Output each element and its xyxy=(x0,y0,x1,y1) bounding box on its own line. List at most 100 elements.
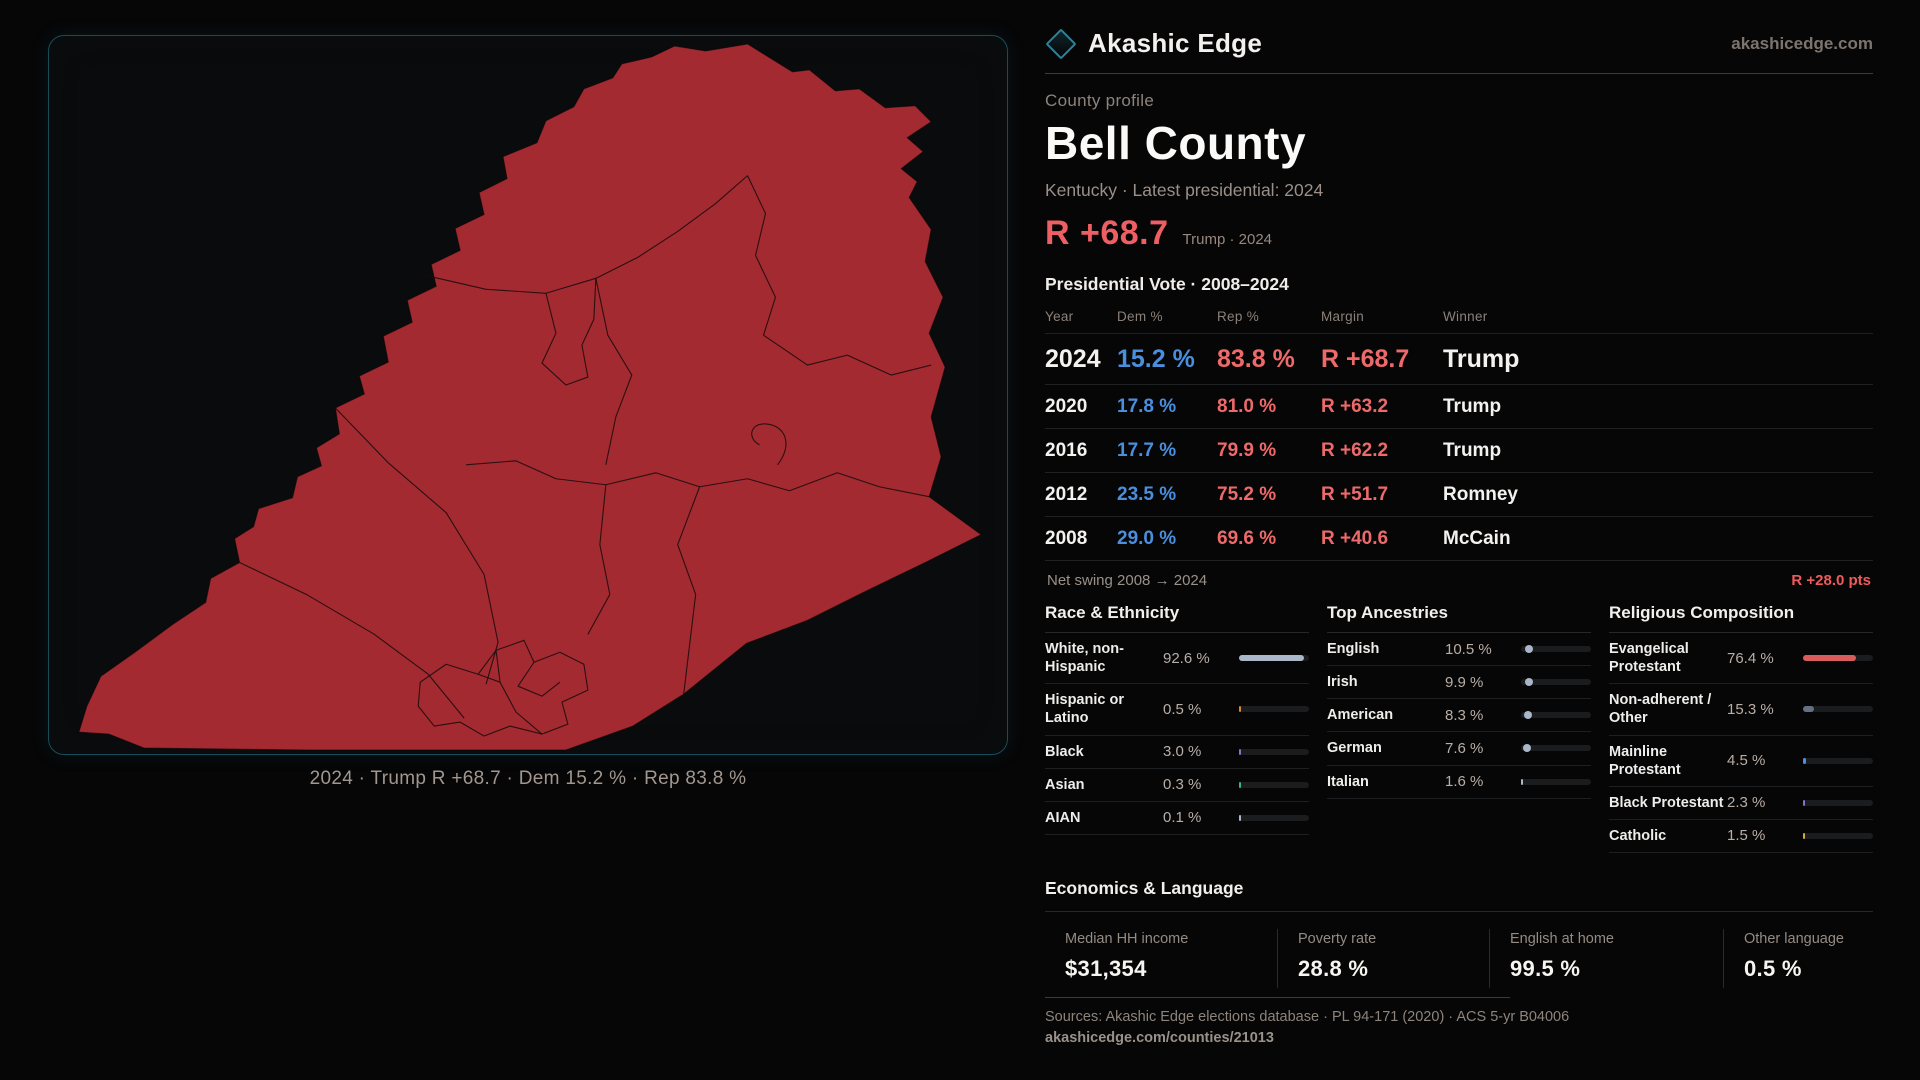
col-winner: Winner xyxy=(1443,309,1488,324)
cell-dem: 17.8 % xyxy=(1117,395,1177,417)
religion-label: Non-adherent / Other xyxy=(1609,692,1712,727)
race-meter xyxy=(1239,748,1309,755)
religion-meter xyxy=(1803,655,1873,662)
race-column: Race & Ethnicity White, non-Hispanic 92.… xyxy=(1045,603,1309,853)
ancestry-label: Irish xyxy=(1327,674,1358,691)
table-row: 2024 15.2 % 83.8 % R +68.7 Trump xyxy=(1045,334,1873,385)
county-map xyxy=(78,43,983,751)
ancestry-value: 10.5 % xyxy=(1445,640,1492,658)
permalink[interactable]: akashicedge.com/counties/21013 xyxy=(1045,1030,1274,1047)
cell-margin: R +51.7 xyxy=(1321,483,1389,505)
col-rep: Rep % xyxy=(1217,309,1260,324)
race-label: AIAN xyxy=(1045,809,1081,826)
cell-dem: 29.0 % xyxy=(1117,527,1177,549)
col-year: Year xyxy=(1045,309,1074,324)
cell-margin: R +40.6 xyxy=(1321,527,1389,549)
stat-label: Other language xyxy=(1744,931,1844,947)
list-item: Black Protestant 2.3 % xyxy=(1609,787,1873,820)
cell-rep: 69.6 % xyxy=(1217,527,1277,549)
cell-margin: R +68.7 xyxy=(1321,344,1410,373)
ancestry-label: German xyxy=(1327,740,1382,757)
cell-rep: 81.0 % xyxy=(1217,395,1277,417)
net-swing-row: Net swing 2008 → 2024 R +28.0 pts xyxy=(1045,561,1873,589)
race-value: 0.5 % xyxy=(1163,700,1202,718)
ancestry-value: 8.3 % xyxy=(1445,706,1484,724)
vote-table-title: Presidential Vote · 2008–2024 xyxy=(1045,274,1289,294)
vote-table: Year Dem % Rep % Margin Winner 2024 15.2… xyxy=(1045,307,1873,561)
stat-cell: English at home 99.5 % xyxy=(1489,929,1723,988)
religion-meter xyxy=(1803,799,1873,806)
headline-margin-row: R +68.7 Trump · 2024 xyxy=(1045,214,1873,253)
race-meter xyxy=(1239,814,1309,821)
race-label: Hispanic or Latino xyxy=(1045,692,1124,727)
stat-cell: Poverty rate 28.8 % xyxy=(1277,929,1489,988)
table-row: 2012 23.5 % 75.2 % R +51.7 Romney xyxy=(1045,473,1873,517)
list-item: Hispanic or Latino 0.5 % xyxy=(1045,684,1309,736)
list-item: Mainline Protestant 4.5 % xyxy=(1609,736,1873,787)
race-value: 3.0 % xyxy=(1163,743,1202,761)
ancestry-value: 1.6 % xyxy=(1445,773,1484,791)
list-item: German 7.6 % xyxy=(1327,732,1591,766)
list-item: Evangelical Protestant 76.4 % xyxy=(1609,633,1873,685)
diamond-logo-icon xyxy=(1045,27,1077,60)
sources-line: Sources: Akashic Edge elections database… xyxy=(1045,1009,1570,1025)
cell-margin: R +62.2 xyxy=(1321,439,1389,461)
race-label: Black xyxy=(1045,743,1084,760)
cell-year: 2012 xyxy=(1045,483,1088,505)
brand-title: Akashic Edge xyxy=(1088,28,1263,58)
religion-value: 2.3 % xyxy=(1727,794,1766,812)
page-title: Bell County xyxy=(1045,117,1307,169)
economics-stats: Median HH income $31,354 Poverty rate 28… xyxy=(1045,929,1873,988)
religion-label: Black Protestant xyxy=(1609,794,1724,811)
vote-table-header: Year Dem % Rep % Margin Winner xyxy=(1045,307,1873,334)
cell-winner: Romney xyxy=(1443,483,1518,505)
ancestry-label: Italian xyxy=(1327,773,1369,790)
religion-value: 15.3 % xyxy=(1727,700,1774,718)
religion-value: 4.5 % xyxy=(1727,752,1766,770)
list-item: Catholic 1.5 % xyxy=(1609,820,1873,853)
headline-margin-note: Trump · 2024 xyxy=(1182,231,1273,248)
cell-winner: Trump xyxy=(1443,344,1520,373)
stat-label: Median HH income xyxy=(1065,931,1189,947)
religion-meter xyxy=(1803,706,1873,713)
religion-value: 1.5 % xyxy=(1727,827,1766,845)
race-value: 0.3 % xyxy=(1163,776,1202,794)
cell-dem: 15.2 % xyxy=(1117,344,1195,373)
race-value: 0.1 % xyxy=(1163,809,1202,827)
religion-meter xyxy=(1803,832,1873,839)
kicker: County profile xyxy=(1045,91,1155,110)
brand-site-link[interactable]: akashicedge.com xyxy=(1731,33,1873,53)
ancestry-column: Top Ancestries English 10.5 % Irish 9.9 … xyxy=(1327,603,1591,853)
county-map-panel xyxy=(48,35,1008,755)
stat-value: 0.5 % xyxy=(1744,956,1802,981)
religion-label: Mainline Protestant xyxy=(1609,743,1681,778)
race-label: White, non-Hispanic xyxy=(1045,641,1124,676)
religion-column: Religious Composition Evangelical Protes… xyxy=(1609,603,1873,853)
list-item: Asian 0.3 % xyxy=(1045,769,1309,802)
ancestry-meter xyxy=(1521,645,1591,654)
stat-value: 28.8 % xyxy=(1298,956,1369,981)
list-item: Irish 9.9 % xyxy=(1327,666,1591,700)
ancestry-label: American xyxy=(1327,707,1394,724)
sources-footer: Sources: Akashic Edge elections database… xyxy=(1045,1007,1873,1049)
race-title: Race & Ethnicity xyxy=(1045,603,1309,633)
table-row: 2008 29.0 % 69.6 % R +40.6 McCain xyxy=(1045,517,1873,561)
cell-dem: 23.5 % xyxy=(1117,483,1177,505)
list-item: Black 3.0 % xyxy=(1045,736,1309,769)
ancestry-meter xyxy=(1521,711,1591,720)
stat-cell: Median HH income $31,354 xyxy=(1045,929,1277,988)
county-profile-panel: Akashic Edge akashicedge.com County prof… xyxy=(1045,27,1873,1049)
ancestry-label: English xyxy=(1327,641,1380,657)
table-row: 2016 17.7 % 79.9 % R +62.2 Trump xyxy=(1045,429,1873,473)
ancestry-meter xyxy=(1521,778,1591,785)
demographics-grid: Race & Ethnicity White, non-Hispanic 92.… xyxy=(1045,603,1873,853)
ancestry-meter xyxy=(1521,744,1591,753)
precinct-boundaries xyxy=(239,175,932,737)
cell-year: 2008 xyxy=(1045,527,1088,549)
headline-margin: R +68.7 xyxy=(1045,214,1169,252)
cell-rep: 83.8 % xyxy=(1217,344,1295,373)
cell-year: 2016 xyxy=(1045,439,1088,461)
cell-rep: 75.2 % xyxy=(1217,483,1277,505)
religion-label: Evangelical Protestant xyxy=(1609,641,1689,676)
cell-winner: McCain xyxy=(1443,527,1511,549)
